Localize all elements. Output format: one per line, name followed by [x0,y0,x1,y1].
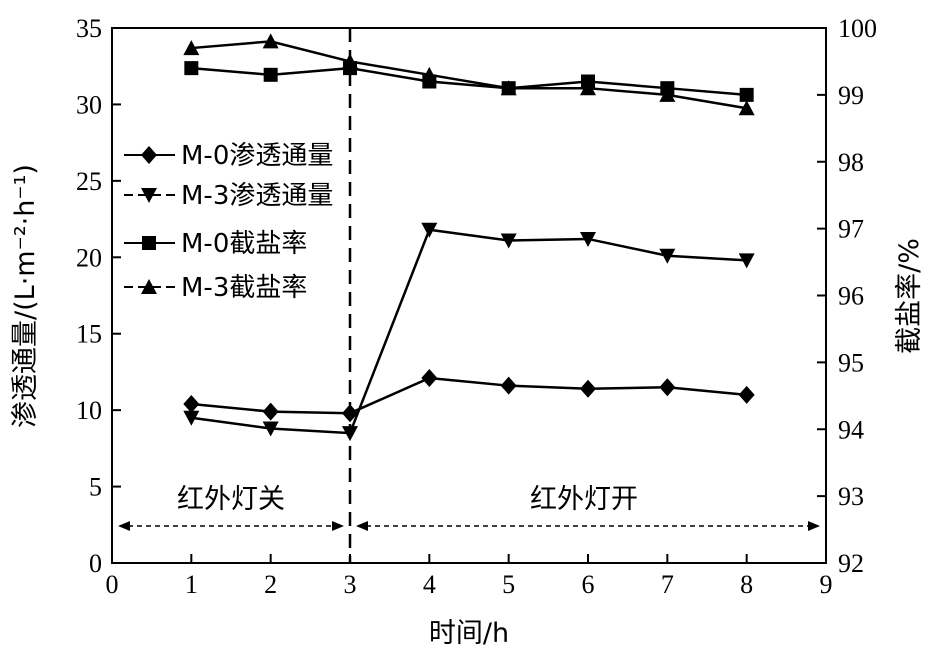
data-point [262,402,279,421]
y-left-axis-title: 渗透通量/(L·m⁻²·h⁻¹) [10,164,41,428]
legend: M-0渗透通量 M-3渗透通量 M-0截盐率 M-3截盐率 [124,141,333,303]
triangle-down-marker [141,188,157,203]
data-point [342,53,358,69]
series-line [191,66,747,97]
series-M-3渗透通量 [183,222,755,442]
x-tick-label: 5 [502,570,515,599]
data-point [342,404,358,423]
data-point [262,33,279,49]
annotation-arrowhead-right [332,521,344,531]
legend-label: M-3渗透通量 [181,181,333,211]
y-left-tick-label: 15 [76,320,102,349]
data-point [580,379,596,398]
y-left-tick-label: 35 [76,14,102,43]
data-point [659,378,676,397]
annotation-arrowhead-right [808,521,820,531]
data-point [500,376,517,395]
data-point [262,421,279,437]
data-point [659,86,676,102]
y-right-tick-label: 94 [838,415,864,444]
y-left-tick-label: 5 [89,473,102,502]
series-group [183,33,755,442]
annotation-arrowhead-left [356,521,368,531]
x-tick-label: 1 [185,570,198,599]
data-point [183,410,200,426]
annotation-arrowhead-left [118,521,130,531]
data-point [183,395,200,414]
data-point [183,40,200,56]
x-tick-label: 4 [423,570,436,599]
data-point [738,385,755,404]
series-line [191,40,747,110]
series-M-0截盐率 [184,61,754,102]
y-right-tick-label: 97 [838,215,864,244]
data-point [580,231,596,247]
x-tick-label: 9 [820,570,833,599]
y-left-tick-label: 30 [76,90,102,119]
y-left-tick-label: 10 [76,396,102,425]
legend-label: M-0截盐率 [181,229,307,259]
x-tick-label: 7 [661,570,674,599]
y-right-axis-title: 截盐率/% [894,238,925,354]
data-point [184,61,199,76]
data-point [739,87,754,102]
x-tick-label: 8 [740,570,753,599]
x-axis-title: 时间/h [429,618,509,648]
data-point [738,253,755,269]
x-tick-label: 6 [582,570,595,599]
data-point [580,80,596,96]
data-point [500,80,517,96]
triangle-up-marker [141,279,157,294]
y-left-tick-label: 0 [89,549,102,578]
y-right-tick-label: 100 [838,14,877,43]
annotation-label: 红外灯开 [530,484,638,515]
annotations: 红外灯关 红外灯开 [118,484,820,531]
y-right-axis-ticks: 92 93 94 95 96 97 98 99 100 [817,14,877,578]
x-tick-label: 0 [106,570,119,599]
x-axis-ticks: 0 1 2 3 4 5 6 7 8 9 [106,554,833,599]
data-point [659,248,676,264]
data-point [421,369,438,388]
series-M-0渗透通量 [183,369,755,423]
annotation-label: 红外灯关 [177,484,285,515]
data-point [421,66,438,82]
y-left-tick-label: 25 [76,167,102,196]
legend-label: M-3截盐率 [181,273,307,303]
y-right-tick-label: 99 [838,81,864,110]
legend-label: M-0渗透通量 [181,141,333,171]
y-left-tick-label: 20 [76,243,102,272]
y-right-tick-label: 95 [838,348,864,377]
x-tick-label: 2 [264,570,277,599]
series-line [191,228,747,435]
diamond-marker [141,146,157,164]
y-right-tick-label: 92 [838,549,864,578]
series-line [191,376,747,415]
square-marker [142,236,156,250]
data-point [500,233,517,249]
data-point [342,426,358,442]
y-left-axis-ticks: 0 5 10 15 20 25 30 35 [76,14,121,578]
y-right-tick-label: 93 [838,482,864,511]
x-tick-label: 3 [344,570,357,599]
y-right-tick-label: 98 [838,148,864,177]
data-point [738,100,755,116]
data-point [421,222,438,238]
y-right-tick-label: 96 [838,282,864,311]
data-point [263,67,278,82]
series-M-3截盐率 [183,33,755,116]
